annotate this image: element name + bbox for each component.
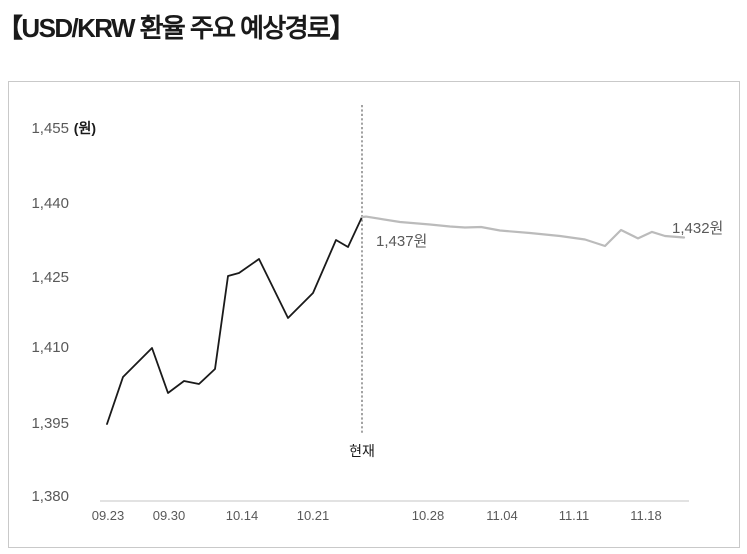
svg-text:현재: 현재 [349,443,375,459]
svg-text:1,455: 1,455 [31,120,69,137]
svg-text:11.04: 11.04 [486,508,518,523]
svg-text:1,432원: 1,432원 [672,220,723,237]
svg-text:1,380: 1,380 [31,488,69,505]
svg-text:11.11: 11.11 [559,508,590,523]
svg-text:09.23: 09.23 [92,508,125,523]
svg-text:1,410: 1,410 [31,339,69,356]
svg-text:10.14: 10.14 [226,508,259,523]
svg-text:1,440: 1,440 [31,195,69,212]
svg-text:1,437원: 1,437원 [376,233,427,250]
svg-text:(원): (원) [74,120,96,136]
svg-text:10.21: 10.21 [297,508,330,523]
svg-text:11.18: 11.18 [630,508,662,523]
svg-text:1,395: 1,395 [31,415,69,432]
svg-text:09.30: 09.30 [153,508,186,523]
svg-text:1,425: 1,425 [31,269,69,286]
svg-text:10.28: 10.28 [412,508,445,523]
